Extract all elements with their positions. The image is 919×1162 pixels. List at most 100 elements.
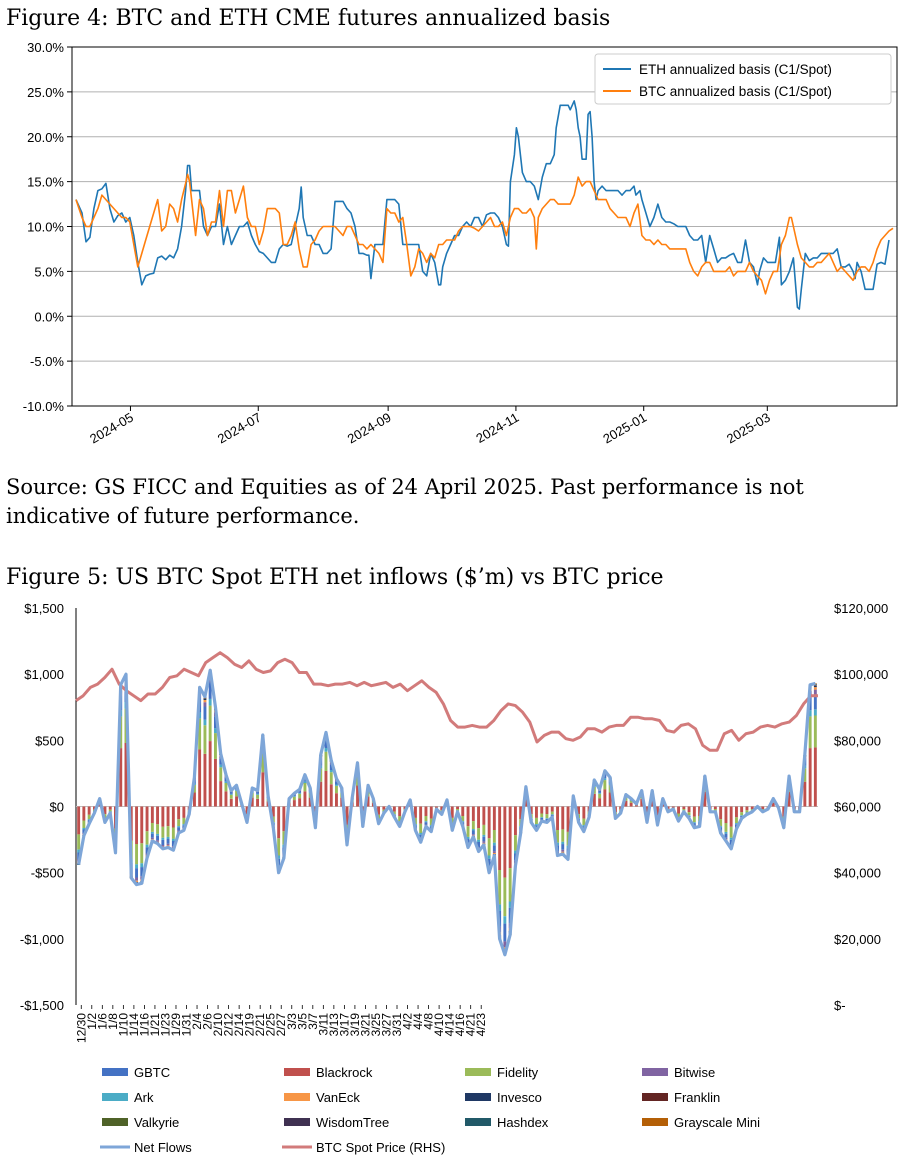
figure4-ytick-label: -5.0%: [30, 354, 64, 369]
figure5-xtick-label: 2/10: [211, 1013, 225, 1037]
figure5-bar-segment: [456, 806, 459, 809]
figure5-bar-segment: [519, 806, 523, 820]
figure5-legend-swatch: [284, 1118, 310, 1126]
figure5-bar-segment: [556, 830, 559, 843]
figure5-bar-segment: [329, 772, 333, 785]
figure5-bar-segment: [256, 794, 259, 795]
figure5-bar-segment: [719, 806, 723, 820]
figure5-bar-segment: [745, 810, 749, 813]
btc-price-line: [75, 651, 818, 752]
figure5-bar-segment: [545, 814, 549, 819]
figure5-bar-segment: [503, 877, 507, 917]
figure5-ytick-label: -$500: [31, 866, 64, 881]
figure5-bar-segment: [161, 806, 165, 827]
figure5-bar-segment: [429, 818, 433, 826]
figure5-bar-segment: [592, 793, 596, 807]
figure5-bar-segment: [466, 836, 470, 839]
figure5-ytick-label: $1,000: [24, 667, 64, 682]
figure5-bar-segment: [224, 791, 228, 807]
figure5-bar-segment: [492, 806, 496, 830]
figure5-bar-segment: [335, 785, 338, 794]
figure5-ytick-label: -$1,000: [20, 932, 64, 947]
figure5-bar-segment: [582, 818, 586, 826]
figure5-xtick-label: 1/6: [95, 1013, 109, 1030]
figure5-bar-segment: [182, 824, 186, 826]
figure5-xtick-label: 2/21: [253, 1013, 267, 1037]
figure5-bar-segment: [229, 792, 233, 794]
figure5-xtick-label: 3/7: [306, 1013, 320, 1030]
figure5-bar-segment: [335, 793, 338, 807]
figure5-bar-segment: [166, 843, 170, 846]
figure5-legend-label: Bitwise: [674, 1065, 715, 1080]
figure4-xtick-label: 2025-03: [724, 410, 773, 447]
figure4-xtick-label: 2024-09: [345, 410, 394, 447]
btc-basis-line: [75, 173, 894, 295]
figure5-xtick-label: 3/31: [390, 1013, 404, 1037]
figure5-bar-segment: [692, 806, 696, 817]
figure5-bar-segment: [550, 811, 554, 815]
figure5-bar-segment: [735, 823, 738, 825]
figure5-bar-segment: [608, 792, 612, 807]
figure5-bar-segment: [466, 826, 470, 837]
figure5-bar-segment: [603, 789, 607, 807]
figure5-bar-segment: [724, 823, 728, 832]
figure5-bar-segment: [156, 840, 159, 842]
figure5-xtick-label: 4/23: [474, 1013, 488, 1037]
figure5-bar-segment: [256, 798, 259, 807]
figure5-bar-segment: [498, 806, 502, 870]
figure5-bar-segment: [292, 796, 296, 801]
figure5-bar-segment: [282, 831, 286, 845]
figure5-bar-segment: [598, 792, 602, 794]
figure5-bar-segment: [745, 806, 749, 811]
figure5-bar-segment: [208, 682, 212, 699]
figure5-bar-segment: [566, 806, 570, 832]
figure5-legend-swatch: [465, 1118, 491, 1126]
figure5-legend-label: BTC Spot Price (RHS): [316, 1140, 445, 1155]
figure5-bar-segment: [193, 792, 196, 807]
figure5-bar-segment: [424, 806, 428, 816]
figure5-bar-segment: [640, 798, 644, 807]
figure5-bar-segment: [82, 820, 86, 829]
figure5-bar-segment: [603, 780, 607, 790]
figure5-bar-segment: [813, 687, 817, 690]
figure5-bar-segment: [108, 809, 112, 812]
figure5-bar-segment: [419, 834, 423, 839]
figure5-xtick-label: 12/30: [74, 1013, 88, 1043]
figure5-bar-segment: [813, 685, 817, 686]
figure5-legend-swatch: [465, 1068, 491, 1076]
figure5-bar-segment: [556, 806, 559, 830]
figure5-bar-segment: [813, 694, 817, 710]
figure5-bar-segment: [813, 715, 817, 748]
figure5-bar-segment: [250, 797, 254, 807]
figure5-bar-segment: [813, 685, 817, 688]
figure5-bar-segment: [535, 824, 538, 826]
figure5-bar-segment: [540, 813, 544, 818]
figure5-bar-segment: [598, 790, 602, 793]
figure5-xtick-label: 3/3: [285, 1013, 299, 1030]
figure5-bar-segment: [514, 806, 517, 836]
figure4-ytick-label: 0.0%: [34, 309, 64, 324]
figure5-bar-segment: [203, 719, 207, 726]
figure5-bar-segment: [508, 806, 512, 869]
figure4-ytick-label: 15.0%: [27, 175, 64, 190]
figure5-bar-segment: [182, 806, 186, 818]
figure5-bar-segment: [503, 806, 507, 878]
figure5-xtick-label: 1/10: [116, 1013, 130, 1037]
figure5-bar-segment: [298, 792, 302, 794]
figure5-title: Figure 5: US BTC Spot ETH net inflows ($…: [6, 565, 664, 590]
figure5-xtick-label: 2/6: [201, 1013, 215, 1030]
figure5-bar-segment: [166, 845, 170, 847]
figure5-bar-segment: [535, 806, 538, 818]
figure5-bar-segment: [629, 802, 633, 807]
figure5-bar-segment: [482, 841, 486, 843]
figure5-bar-segment: [735, 806, 738, 818]
figure5-bar-segment: [429, 806, 433, 819]
figure5-bar-segment: [335, 781, 338, 785]
figure5-bar-segment: [508, 868, 512, 902]
figure5-bar-segment: [687, 812, 691, 816]
figure5-bar-segment: [177, 819, 181, 827]
figure5-legend-swatch: [102, 1118, 128, 1126]
figure5-bar-segment: [487, 838, 491, 856]
figure5-bar-segment: [135, 844, 138, 865]
figure5-bar-segment: [392, 806, 396, 812]
